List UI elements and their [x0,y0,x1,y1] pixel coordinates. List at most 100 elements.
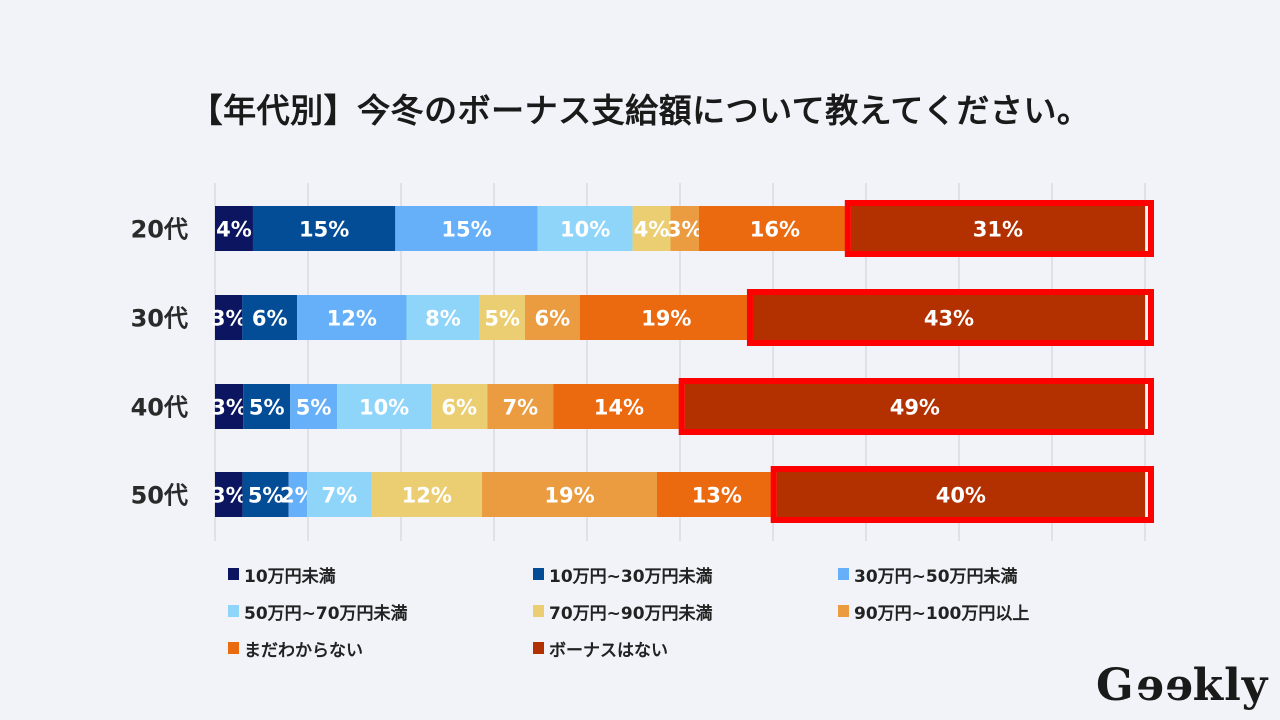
legend-swatch [533,605,544,617]
bar-segment [337,384,432,429]
bar-segment [776,472,1145,517]
bar-segment [215,206,253,251]
data-label: 13% [692,484,742,508]
bar-segment [579,295,753,340]
bar-segment [288,472,308,517]
data-label: 15% [441,218,491,242]
category-label: 30代 [131,305,188,333]
category-labels: 20代 30代 40代 50代 [131,216,188,510]
data-label: 10% [359,396,409,420]
legend-item: 50万円~70万円未満 [228,599,533,624]
legend-swatch [533,642,544,654]
legend: 10万円未満 10万円~30万円未満 30万円~50万円未満 50万円~70万円未満 7… [228,562,1068,661]
legend-label: まだわからない [244,640,363,661]
bar-segment [243,384,291,429]
bar-segment [215,384,244,429]
legend-item: 10万円~30万円未満 [533,562,838,587]
data-label: 19% [641,307,691,331]
legend-item: 90万円~100万円以上 [838,599,1068,624]
bar-segment [670,206,699,251]
legend-swatch [838,568,849,580]
data-label: 5% [296,396,332,420]
data-label: 5% [484,307,520,331]
data-label: 10% [560,218,610,242]
bar-segment [215,472,243,517]
bar-segment [632,206,671,251]
data-label: 40% [936,484,986,508]
bar-segment [482,472,657,517]
bar-segment [371,472,483,517]
bar-area: 4% 15% 15% 10% 4%3% 16% 31%3% 6% 12% 8% 5% 6% 19% 43%… [211,200,1155,523]
data-label: 15% [299,218,349,242]
data-label: 4% [216,218,252,242]
bar-segment [406,295,480,340]
data-label: 8% [425,307,461,331]
legend-label: 90万円~100万円以上 [854,603,1030,624]
bar-segment [297,295,407,340]
geekly-logo: Geekly [1096,660,1269,711]
legend-item: 70万円~90万円未満 [533,599,838,624]
data-label: 7% [502,396,538,420]
data-label: 49% [890,396,940,420]
data-label: 12% [402,484,452,508]
data-label: 5% [249,396,285,420]
data-label: 3% [211,307,247,331]
data-label: 31% [973,218,1023,242]
bar-segment [252,206,396,251]
data-label: 16% [750,218,800,242]
data-label: 5% [248,484,284,508]
legend-label: 50万円~70万円未満 [244,603,408,624]
legend-label: 10万円未満 [244,566,336,587]
bar-segment [215,295,243,340]
data-label: 6% [252,307,288,331]
data-label: 12% [327,307,377,331]
data-label: 3% [211,396,247,420]
category-label: 40代 [131,394,188,422]
legend-item: ボーナスはない [533,636,838,661]
highlight-box [770,466,1154,523]
bar-segment [242,472,289,517]
bar-segment [290,384,338,429]
bar-segment [698,206,851,251]
bar-segment [752,295,1145,340]
highlight-box [678,378,1154,435]
data-label: 6% [441,396,477,420]
bar-segment [684,384,1145,429]
data-label: 19% [544,484,594,508]
legend-item: まだわからない [228,636,533,661]
legend-label: 70万円~90万円未満 [549,603,713,624]
bar-segment [850,206,1145,251]
data-label: 3% [211,484,247,508]
legend-item: 30万円~50万円未満 [838,562,1068,587]
legend-label: 10万円~30万円未満 [549,566,713,587]
bar-segment [487,384,554,429]
stacked-bar-chart: 4% 15% 15% 10% 4%3% 16% 31%3% 6% 12% 8% 5% 6% 19% 43%… [131,183,1155,541]
legend-label: 30万円~50万円未満 [854,566,1018,587]
legend-swatch [228,605,239,617]
bar-segment [431,384,488,429]
chart-title: 【年代別】今冬のボーナス支給額について教えてください。 [189,91,1091,130]
data-label: 3% [667,218,703,242]
highlight-box [746,289,1154,346]
data-label: 43% [924,307,974,331]
bar-segment [307,472,372,517]
bar-segment [479,295,525,340]
bar-segment [656,472,777,517]
category-label: 20代 [131,216,188,244]
bar-segment [525,295,580,340]
legend-label: ボーナスはない [549,640,668,661]
data-label: 7% [321,484,357,508]
category-label: 50代 [131,482,188,510]
bar-segment [395,206,538,251]
legend-item: 10万円未満 [228,562,533,587]
data-label: 14% [594,396,644,420]
legend-swatch [228,642,239,654]
bar-segment [553,384,685,429]
legend-swatch [533,568,544,580]
legend-swatch [838,605,849,617]
bar-segment [242,295,298,340]
data-label: 4% [634,218,670,242]
legend-swatch [228,568,239,580]
data-label: 6% [535,307,571,331]
highlight-box [844,200,1155,257]
